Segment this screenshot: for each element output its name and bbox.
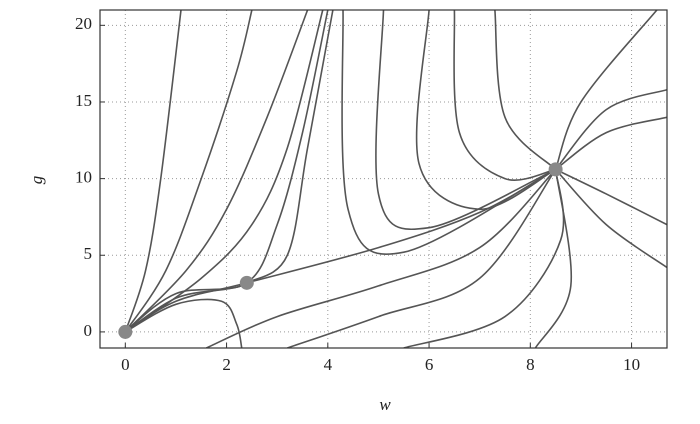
- trajectory: [534, 169, 573, 348]
- trajectory: [124, 10, 309, 333]
- trajectory: [124, 168, 557, 333]
- equilibrium-point: [548, 162, 563, 177]
- trajectory: [124, 10, 253, 333]
- x-tick-label: 4: [324, 355, 333, 374]
- x-tick-label: 0: [121, 355, 130, 374]
- y-tick-label: 0: [84, 321, 93, 340]
- x-tick-label: 10: [623, 355, 640, 374]
- x-tick-label: 8: [526, 355, 535, 374]
- trajectory: [554, 10, 658, 170]
- trajectory: [555, 168, 667, 269]
- trajectory: [341, 10, 557, 255]
- x-tick-label: 6: [425, 355, 434, 374]
- y-tick-label: 5: [84, 244, 93, 263]
- trajectory: [494, 10, 557, 170]
- trajectory: [375, 10, 556, 231]
- equilibrium-point: [239, 275, 254, 290]
- y-tick-label: 20: [75, 14, 92, 33]
- y-tick-label: 10: [75, 168, 92, 187]
- x-axis-label: w: [379, 395, 391, 414]
- x-tick-label: 2: [222, 355, 231, 374]
- trajectory: [453, 10, 556, 181]
- trajectory: [205, 168, 557, 348]
- equilibrium-point: [118, 324, 133, 339]
- trajectory: [124, 10, 324, 333]
- y-tick-label: 15: [75, 91, 92, 110]
- trajectory: [555, 116, 667, 171]
- trajectory: [555, 88, 667, 170]
- trajectory: [415, 10, 556, 211]
- plot-frame: [99, 9, 668, 349]
- trajectory: [555, 168, 667, 226]
- y-axis-label: g: [27, 176, 46, 185]
- trajectory: [287, 168, 557, 348]
- trajectory: [124, 10, 329, 333]
- plot-area: [118, 10, 667, 348]
- trajectory: [124, 10, 182, 333]
- trajectory: [124, 10, 334, 333]
